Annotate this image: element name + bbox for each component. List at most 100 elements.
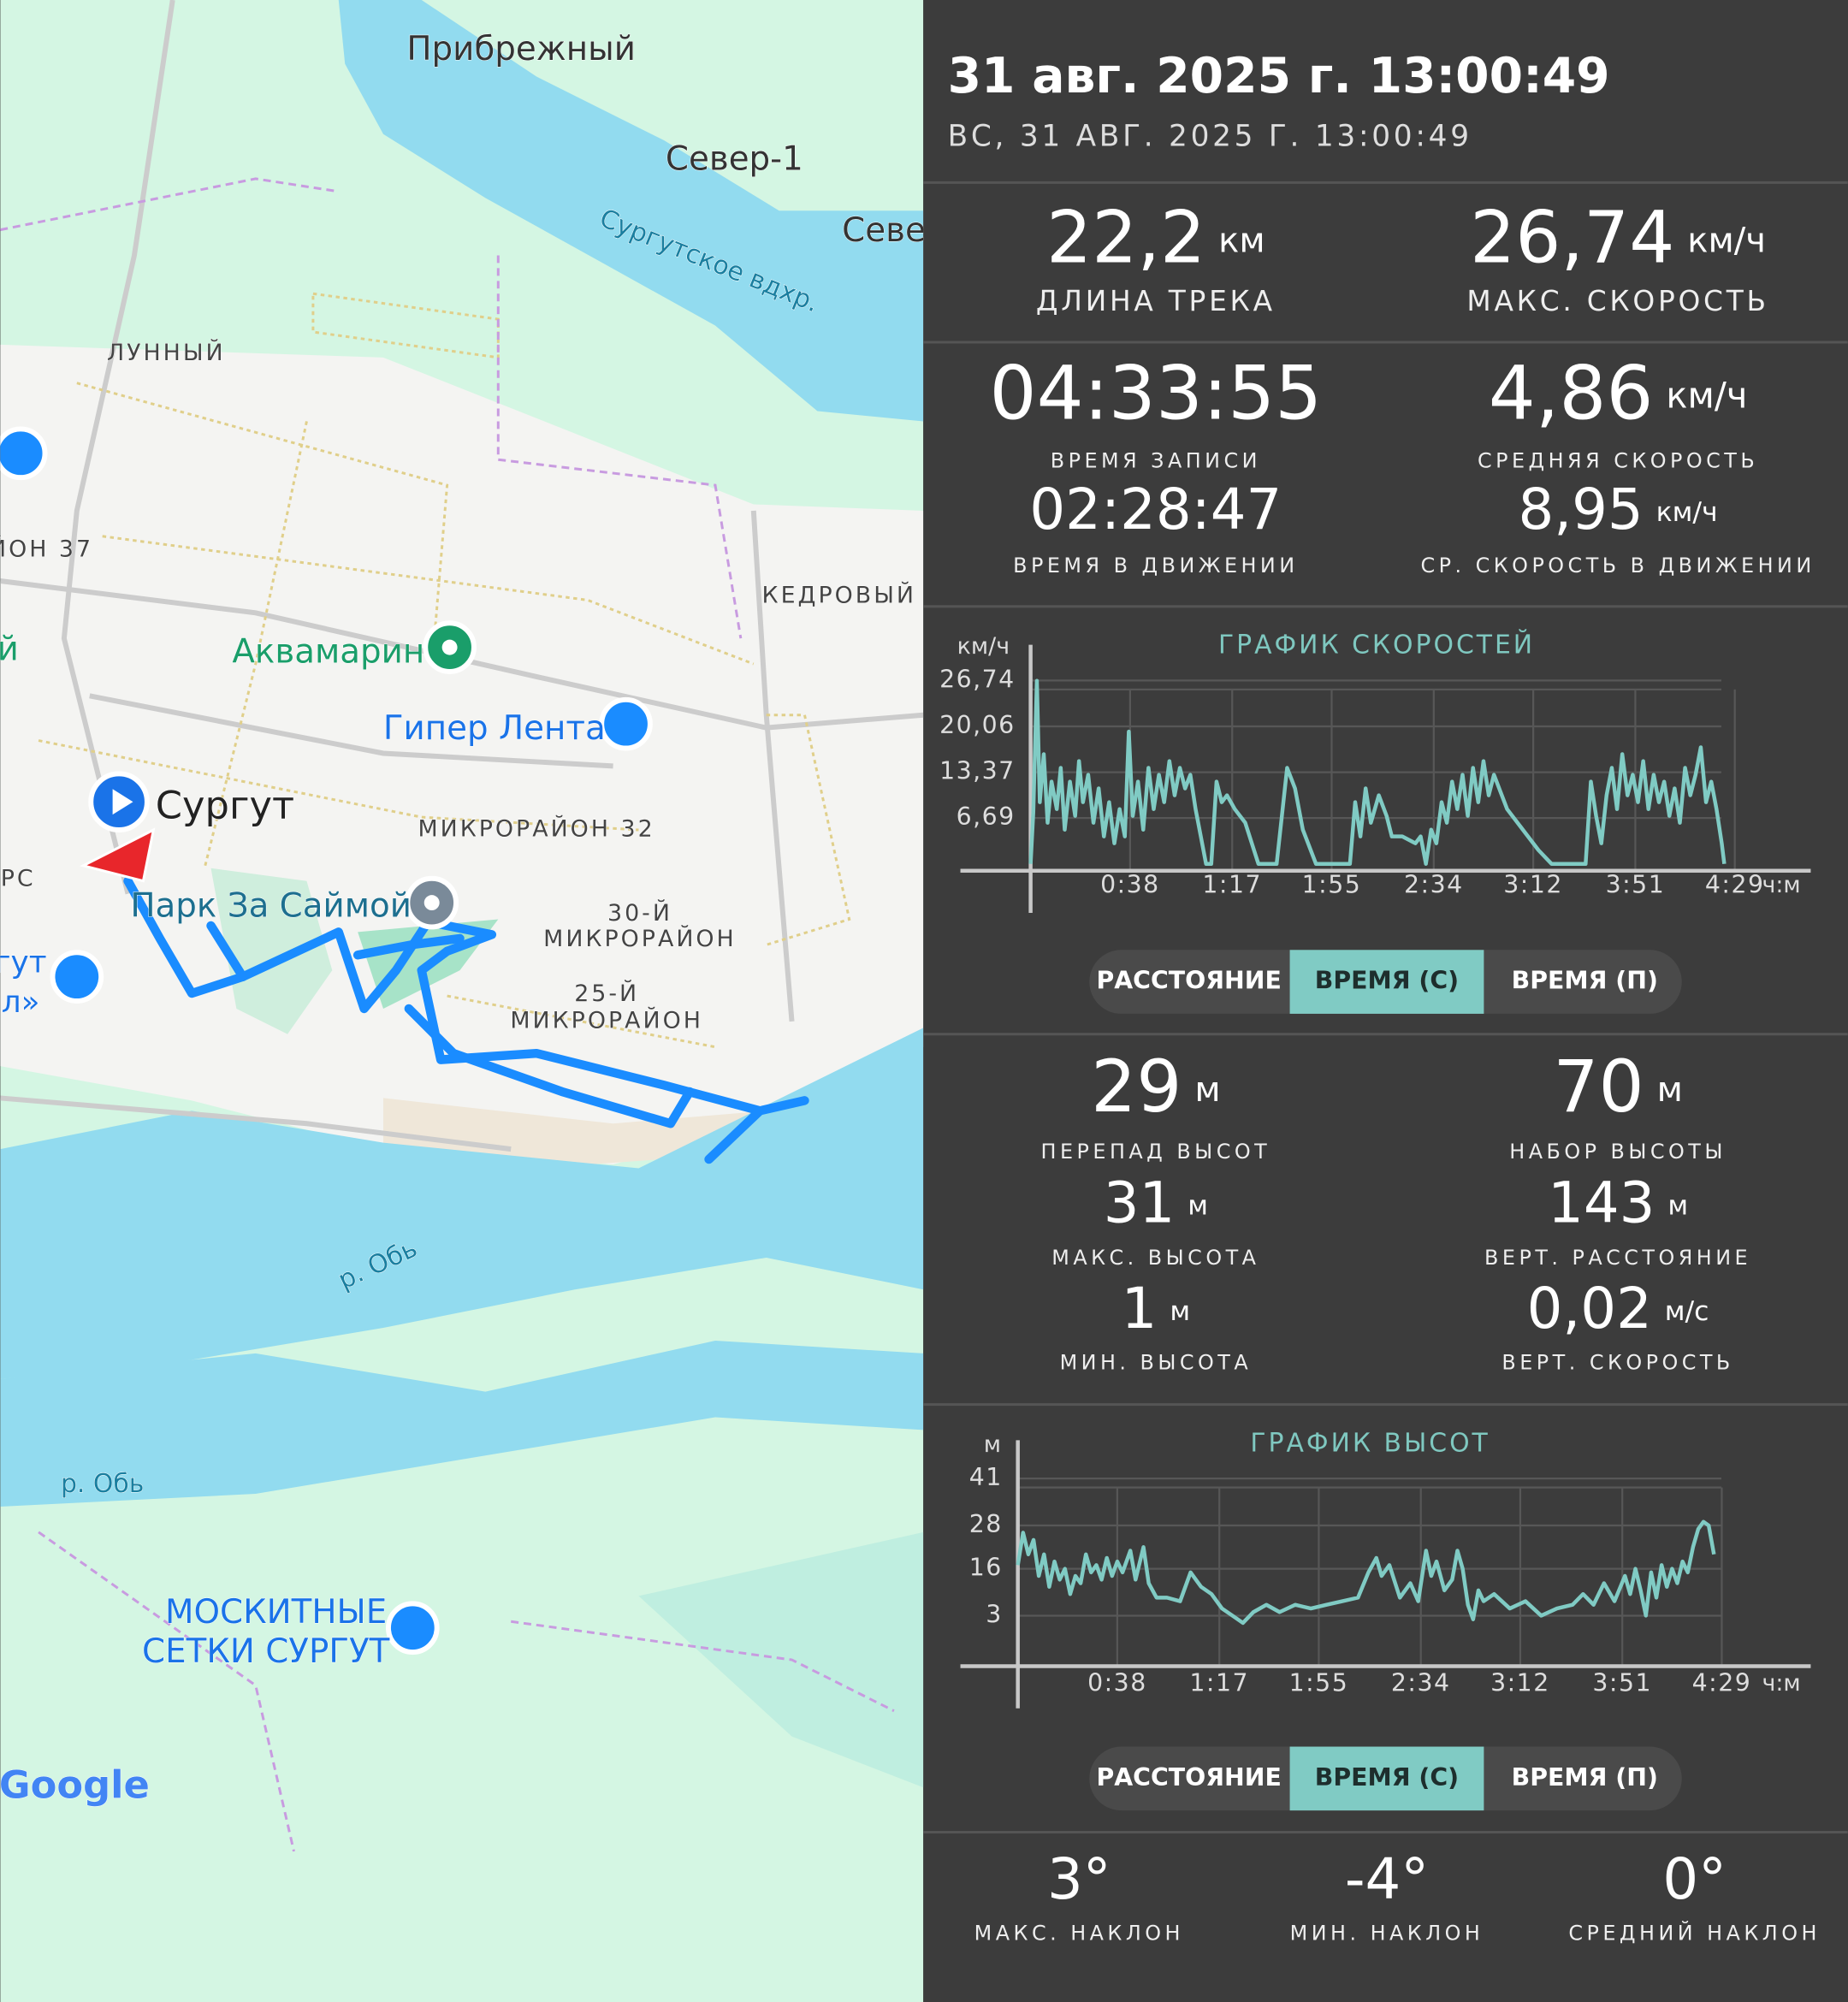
stat-value: 0° [1662,1847,1727,1912]
stat-unit: км [1218,222,1265,261]
stat-unit: м/с [1665,1296,1709,1327]
y-tick-label: 41 [969,1463,1003,1491]
map-label: ЙОН 37 [0,536,93,563]
river-channel [0,1340,924,1507]
stat-label: ВРЕМЯ В ДВИЖЕНИИ [1013,554,1298,578]
map-label: Прибрежный [406,30,636,68]
floodplain [638,1531,924,1788]
stat-value: 3° [1047,1847,1111,1912]
poi-marker [50,950,104,1004]
map-label: Север-1 [666,140,803,179]
map-label: Севе [842,211,926,250]
map-label: й [0,631,19,669]
reservoir [338,0,924,422]
stat-number: 143 [1548,1170,1655,1235]
stat-label: СРЕДНЯЯ СКОРОСТЬ [1478,449,1758,473]
map-label: СЕТКИ СУРГУТ [142,1632,390,1671]
stat-label: МИН. НАКЛОН [1290,1921,1484,1945]
stat-value: 31 м [1104,1170,1208,1235]
map-label: МИКРОРАЙОН [543,925,737,952]
stat-label: ВЕРТ. РАССТОЯНИЕ [1484,1246,1751,1270]
map-label: РС [1,866,36,892]
x-tick-label: 2:34 [1391,1668,1451,1697]
stat-number: 29 [1091,1045,1182,1128]
stat-number: 31 [1104,1170,1176,1235]
map-label: 30-Й [607,899,672,927]
stat-label: МИН. ВЫСОТА [1060,1350,1253,1374]
y-tick-label: 16 [969,1554,1003,1582]
y-axis-label: м [984,1431,1001,1458]
map-label: л» [2,985,40,1020]
stat-label: СР. СКОРОСТЬ В ДВИЖЕНИИ [1421,554,1815,578]
header-title: 31 авг. 2025 г. 13:00:49 [948,48,1610,104]
toggle-option[interactable]: РАССТОЯНИЕ [1096,967,1281,995]
dividers [923,181,1848,1834]
poi-marker [0,426,48,481]
stat-label: МАКС. СКОРОСТЬ [1466,285,1768,317]
x-axis-label: ч:м [1762,1670,1801,1697]
sand [382,1098,767,1169]
stat-value: 22,2 км [1046,195,1265,279]
stat-number: 70 [1553,1045,1644,1128]
markers [0,426,653,1656]
x-tick-label: 1:55 [1289,1668,1349,1697]
map-label: Гипер Лента [383,709,606,748]
y-tick-label: 3 [986,1600,1003,1628]
data-line [1028,678,1727,866]
stat-number: 04:33:55 [990,352,1323,437]
stat-unit: м [1657,1070,1683,1110]
x-axis-label: ч:м [1762,872,1801,898]
map-label: 25-Й [574,980,639,1007]
toggle-option[interactable]: ВРЕМЯ (П) [1512,1763,1658,1792]
x-tick-label: 3:51 [1592,1668,1652,1697]
toggle-option[interactable]: ВРЕМЯ (С) [1315,967,1459,995]
stat-unit: м [1170,1296,1190,1327]
data-line [1016,1519,1716,1626]
toggle-option[interactable]: ВРЕМЯ (С) [1315,1763,1459,1792]
stat-label: СРЕДНИЙ НАКЛОН [1568,1921,1821,1945]
stat-number: 0,02 [1527,1276,1652,1342]
map-label: Google [0,1762,150,1807]
map-label: Сургут [156,783,294,828]
x-tick-label: 4:29 [1705,871,1765,899]
stat-unit: м [1194,1070,1220,1110]
map-label: МОСКИТНЫЕ [165,1593,387,1632]
toggle-option[interactable]: ВРЕМЯ (П) [1512,967,1658,995]
map-label: гут [0,945,47,980]
header-subtitle: ВС, 31 АВГ. 2025 Г. 13:00:49 [948,120,1472,154]
toggle-option[interactable]: РАССТОЯНИЕ [1096,1763,1281,1792]
x-tick-label: 0:38 [1100,871,1160,899]
river [0,1028,924,1379]
chart-title: ГРАФИК СКОРОСТЕЙ [1218,630,1535,660]
toggle-selected[interactable] [1289,1746,1484,1811]
y-tick-label: 28 [969,1510,1003,1538]
stat-number: 0° [1662,1847,1727,1912]
map-label: МИКРОРАЙОН 32 [418,815,654,843]
map-label: р. Обь [61,1469,144,1499]
poi-marker [599,696,653,751]
x-tick-label: 3:12 [1503,871,1563,899]
stat-label: ДЛИНА ТРЕКА [1036,285,1276,317]
stat-value: 04:33:55 [990,352,1323,437]
x-tick-label: 0:38 [1087,1668,1147,1697]
boundaries [0,177,895,1852]
stat-unit: км/ч [1656,497,1718,528]
x-tick-label: 3:51 [1606,871,1666,899]
stats-panel: 31 авг. 2025 г. 13:00:49 ВС, 31 АВГ. 202… [923,0,1848,2002]
stat-value: 143 м [1548,1170,1688,1235]
stat-value: 02:28:47 [1029,477,1282,542]
stat-number: 22,2 [1046,195,1205,279]
stat-label: МАКС. НАКЛОН [974,1921,1184,1945]
park [210,868,333,1034]
stat-number: 8,95 [1519,477,1644,542]
roads [0,0,924,1152]
stat-value: 8,95 км/ч [1519,477,1718,542]
x-tick-label: 2:34 [1404,871,1464,899]
toggle-selected[interactable] [1289,950,1484,1014]
stat-number: 4,86 [1489,352,1654,437]
stat-value: 0,02 м/с [1527,1276,1709,1342]
stat-number: 26,74 [1470,195,1674,279]
